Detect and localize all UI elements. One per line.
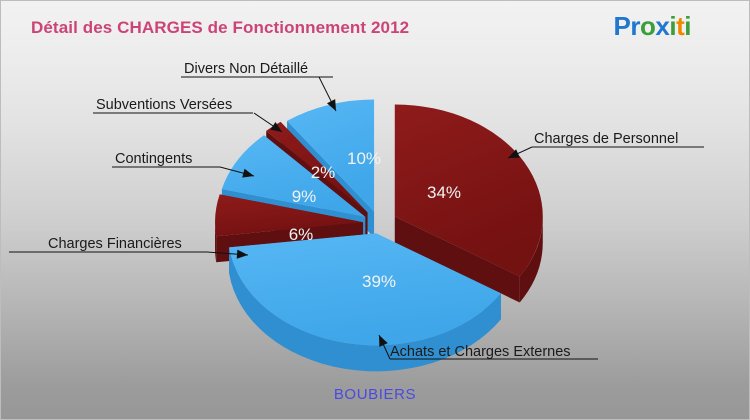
leader-arrowhead bbox=[326, 99, 336, 111]
pie-slice-4[interactable] bbox=[266, 121, 368, 213]
logo-letter-5: t bbox=[676, 11, 685, 41]
pie-slice-1[interactable] bbox=[229, 233, 501, 346]
callout-divers-non-detaille[interactable]: Divers Non Détaillé bbox=[184, 61, 309, 77]
city-name: BOUBIERS bbox=[333, 386, 417, 403]
slice-percent-4: 2% bbox=[311, 163, 336, 182]
leader-subventions bbox=[253, 112, 283, 133]
logo-letter-0: P bbox=[613, 11, 631, 41]
logo-letter-6: i bbox=[684, 11, 691, 41]
leader-arrowhead bbox=[242, 168, 254, 178]
leader-achats bbox=[378, 334, 391, 360]
pie-slice-3[interactable] bbox=[221, 135, 366, 217]
logo-letter-3: x bbox=[655, 11, 670, 41]
slice-rim bbox=[519, 216, 543, 303]
leader-arrowhead bbox=[270, 122, 282, 132]
pie-slice-0[interactable] bbox=[394, 104, 543, 277]
callout-subventions-versees[interactable]: Subventions Versées bbox=[96, 97, 233, 113]
page-title: Détail des CHARGES de Fonctionnement 201… bbox=[31, 18, 410, 37]
callout-leader-lines bbox=[9, 76, 704, 360]
leader-divers bbox=[318, 76, 337, 112]
pie-slice-tops bbox=[215, 99, 543, 346]
slice-percent-3: 9% bbox=[292, 187, 317, 206]
slice-wall bbox=[394, 216, 520, 303]
pie-slice-5[interactable] bbox=[287, 99, 375, 212]
pie-percent-labels: 10% 2% 9% 34% 6% 39% bbox=[289, 149, 461, 291]
logo-letter-4: i bbox=[669, 11, 677, 41]
pie-slice-2[interactable] bbox=[215, 194, 364, 237]
logo-letter-2: o bbox=[640, 11, 656, 41]
callout-achats-externes[interactable]: Achats et Charges Externes bbox=[390, 344, 571, 360]
leader-arrowhead bbox=[236, 249, 248, 259]
leader-arrowhead bbox=[379, 335, 388, 347]
leader-arrowhead bbox=[508, 149, 520, 158]
slice-rim bbox=[229, 247, 501, 372]
slice-percent-5: 10% bbox=[347, 149, 381, 168]
slice-percent-1: 39% bbox=[362, 272, 396, 291]
slice-percent-2: 6% bbox=[289, 225, 314, 244]
proxiti-logo[interactable]: Proxiti bbox=[613, 11, 692, 41]
callout-charges-financieres[interactable]: Charges Financières bbox=[48, 236, 182, 252]
pie-slice-side-0 bbox=[394, 216, 543, 303]
leader-charges-personnel bbox=[507, 146, 533, 159]
slice-percent-0: 34% bbox=[427, 183, 461, 202]
leader-contingents bbox=[219, 166, 255, 178]
callout-contingents[interactable]: Contingents bbox=[115, 151, 193, 167]
logo-letter-1: r bbox=[630, 11, 640, 41]
leader-charges-financieres bbox=[206, 249, 249, 259]
callout-charges-de-personnel[interactable]: Charges de Personnel bbox=[534, 131, 679, 147]
